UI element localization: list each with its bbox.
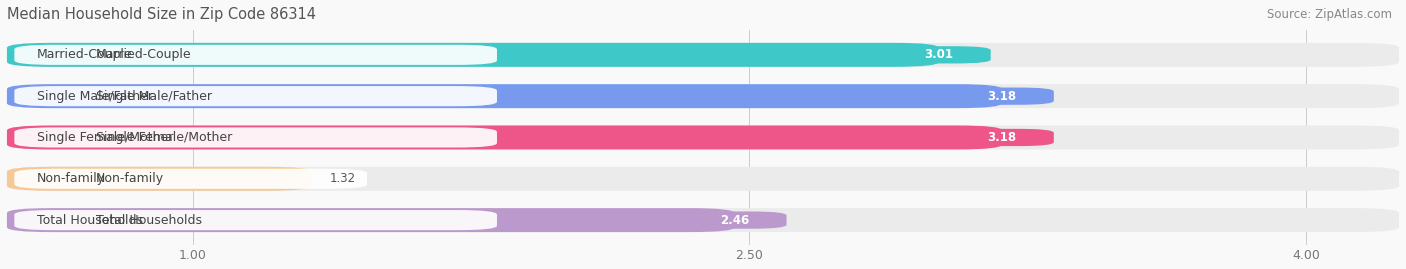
FancyBboxPatch shape: [7, 84, 1399, 108]
Text: Total Households: Total Households: [37, 214, 142, 226]
FancyBboxPatch shape: [7, 84, 1002, 108]
Text: 3.18: 3.18: [987, 90, 1017, 103]
FancyBboxPatch shape: [7, 167, 311, 191]
Text: Married-Couple: Married-Couple: [37, 48, 132, 61]
Text: 2.46: 2.46: [720, 214, 749, 226]
FancyBboxPatch shape: [7, 167, 1399, 191]
Text: Non-family: Non-family: [37, 172, 105, 185]
Text: Single Male/Father: Single Male/Father: [37, 90, 153, 103]
FancyBboxPatch shape: [7, 126, 1399, 150]
FancyBboxPatch shape: [14, 210, 496, 230]
Text: 3.01: 3.01: [924, 48, 953, 61]
FancyBboxPatch shape: [14, 128, 496, 147]
FancyBboxPatch shape: [950, 129, 1054, 146]
Text: Non-family: Non-family: [96, 172, 165, 185]
Text: Source: ZipAtlas.com: Source: ZipAtlas.com: [1267, 8, 1392, 21]
Text: Total Households: Total Households: [96, 214, 202, 226]
Text: Median Household Size in Zip Code 86314: Median Household Size in Zip Code 86314: [7, 7, 316, 22]
FancyBboxPatch shape: [14, 45, 496, 65]
FancyBboxPatch shape: [887, 46, 991, 63]
FancyBboxPatch shape: [682, 211, 786, 229]
Text: Single Male/Father: Single Male/Father: [96, 90, 212, 103]
Text: 3.18: 3.18: [987, 131, 1017, 144]
FancyBboxPatch shape: [7, 43, 1399, 67]
Text: Married-Couple: Married-Couple: [96, 48, 191, 61]
FancyBboxPatch shape: [7, 126, 1002, 150]
FancyBboxPatch shape: [7, 208, 734, 232]
FancyBboxPatch shape: [950, 87, 1054, 105]
FancyBboxPatch shape: [14, 86, 496, 106]
FancyBboxPatch shape: [7, 208, 1399, 232]
Text: Single Female/Mother: Single Female/Mother: [96, 131, 232, 144]
Text: 1.32: 1.32: [330, 172, 356, 185]
Text: Single Female/Mother: Single Female/Mother: [37, 131, 173, 144]
FancyBboxPatch shape: [7, 43, 939, 67]
FancyBboxPatch shape: [14, 169, 367, 189]
